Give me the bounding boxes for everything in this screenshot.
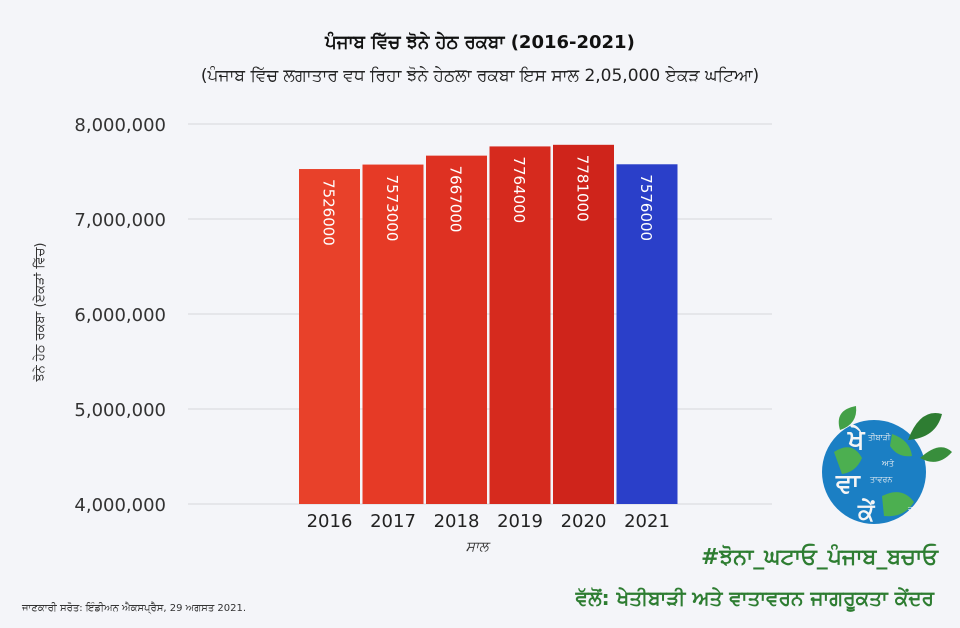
y-tick-label: 6,000,000 (74, 305, 166, 326)
bars: 7526000 7573000 7667000 7764000 7781000 75760… (299, 144, 678, 505)
logo-word-2: ਅਤੇ (881, 459, 895, 468)
y-tick-label: 8,000,000 (74, 115, 166, 136)
bar-2019 (489, 146, 551, 505)
y-tick-label: 7,000,000 (74, 210, 166, 231)
x-tick-label: 2017 (370, 511, 416, 532)
bar-value-label: 7667000 (447, 166, 465, 233)
x-tick-label: 2016 (307, 511, 353, 532)
y-axis-ticks: 4,000,000 5,000,000 6,000,000 7,000,000 8,00… (74, 115, 166, 516)
bar-value-label: 7576000 (637, 174, 655, 241)
credit-text: ਵੱਲੋਂ: ਖੇਤੀਬਾੜੀ ਅਤੇ ਵਾਤਾਵਰਨ ਜਾਗਰੂਕਤਾ ਕੇਂ… (575, 586, 934, 610)
logo-word-1: ਤੀਬਾੜੀ (867, 433, 891, 442)
logo-word-3: ਤਾਵਰਨ (869, 475, 893, 484)
y-tick-label: 5,000,000 (74, 400, 166, 421)
bar-value-label: 7526000 (320, 179, 338, 246)
hashtag-text: #ਝੋਨਾ_ਘਟਾਓ_ਪੰਜਾਬ_ਬਚਾਓ (700, 545, 938, 570)
y-axis-label: ਝੋਨੇ ਹੇਠ ਰਕਬਾ (ਏਕੜਾਂ ਵਿੱਚ) (32, 242, 48, 382)
bar-value-label: 7764000 (510, 156, 528, 223)
source-text: ਜਾਣਕਾਰੀ ਸਰੋਤ: ਇੰਡੀਅਨ ਐਕਸਪ੍ਰੈਸ, 29 ਅਗਸਤ 2… (22, 603, 247, 614)
bar-2021 (616, 164, 678, 504)
x-tick-label: 2021 (624, 511, 670, 532)
bar-2017 (362, 164, 424, 504)
bar-value-label: 7781000 (574, 155, 592, 222)
logo-word-4: ਦਰ (907, 505, 919, 514)
organization-logo: ਖੇ ਤੀਬਾੜੀ ਅਤੇ ਵਾ ਤਾਵਰਨ ਕੇਂ ਦਰ (822, 406, 952, 526)
y-tick-label: 4,000,000 (74, 495, 166, 516)
chart-subtitle: (ਪੰਜਾਬ ਵਿੱਚ ਲਗਾਤਾਰ ਵਧ ਰਿਹਾ ਝੋਨੇ ਹੇਠਲਾ ਰਕ… (200, 66, 760, 86)
x-tick-label: 2020 (561, 511, 607, 532)
logo-letter-1: ਖੇ (847, 424, 866, 455)
bar-value-label: 7573000 (383, 175, 401, 242)
bar-2018 (426, 155, 487, 504)
x-axis-ticks: 2016 2017 2018 2019 2020 2021 (307, 511, 670, 532)
x-tick-label: 2019 (497, 511, 543, 532)
x-axis-label: ਸਾਲ (466, 539, 491, 555)
logo-letter-2: ਵਾ (835, 469, 861, 499)
logo-letter-3: ਕੇਂ (857, 498, 876, 526)
chart-title: ਪੰਜਾਬ ਵਿੱਚ ਝੋਨੇ ਹੇਠ ਰਕਬਾ (2016-2021) (325, 32, 635, 53)
x-tick-label: 2018 (434, 511, 480, 532)
bar-2016 (299, 169, 360, 504)
bar-2020 (553, 144, 614, 504)
